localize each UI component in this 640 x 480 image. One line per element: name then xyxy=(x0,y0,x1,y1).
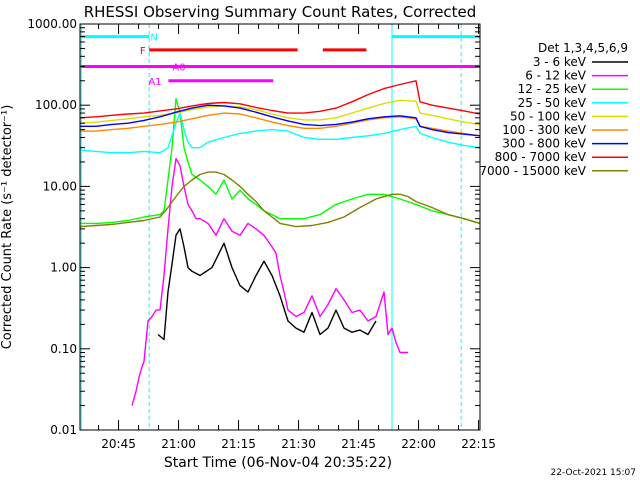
x-axis-ticks: 20:45 21:00 21:15 21:30 21:45 22:00 22:15 xyxy=(98,24,496,451)
plot-frame xyxy=(79,23,481,431)
x-tick-label: 22:00 xyxy=(401,437,436,451)
status-label-a1: A1 xyxy=(148,77,161,88)
series-line-800-7000-kev xyxy=(79,80,481,119)
status-label-a0: A0 xyxy=(172,62,185,73)
legend-label: 12 - 25 keV xyxy=(518,82,587,96)
y-tick-label: 1.00 xyxy=(50,261,77,275)
legend-label: 7000 - 15000 keV xyxy=(479,164,586,178)
legend-label: 50 - 100 keV xyxy=(510,109,587,123)
y-tick-label: 1000.00 xyxy=(27,17,77,31)
legend-title: Det 1,3,4,5,6,9 xyxy=(538,41,628,55)
legend-label: 100 - 300 keV xyxy=(502,123,586,137)
y-tick-label: 100.00 xyxy=(35,98,77,112)
chart-title: RHESSI Observing Summary Count Rates, Co… xyxy=(84,3,477,21)
series-line-7000-15000-kev xyxy=(79,171,481,228)
x-tick-label: 21:15 xyxy=(221,437,256,451)
legend-label: 25 - 50 keV xyxy=(518,96,587,110)
x-axis-label: Start Time (06-Nov-04 20:35:22) xyxy=(164,455,392,471)
x-tick-label: 20:45 xyxy=(101,437,136,451)
x-tick-label: 21:00 xyxy=(161,437,196,451)
y-axis-label: Corrected Count Rate (s⁻¹ detector⁻¹) xyxy=(0,105,15,350)
status-bars: NF A0 A1 xyxy=(81,33,480,88)
status-label-n: N xyxy=(150,33,157,44)
legend-label: 300 - 800 keV xyxy=(502,137,586,151)
timestamp: 22-Oct-2021 15:07 xyxy=(551,468,636,478)
series-line-3-6-kev xyxy=(157,228,377,341)
y-tick-label: 10.00 xyxy=(43,179,77,193)
series-line-50-100-kev xyxy=(79,99,481,126)
series-line-25-50-kev xyxy=(79,112,481,154)
x-tick-label: 22:15 xyxy=(461,437,496,451)
legend-label: 3 - 6 keV xyxy=(533,55,587,69)
series-line-300-800-kev xyxy=(80,104,481,137)
x-tick-label: 21:45 xyxy=(341,437,376,451)
status-label-f: F xyxy=(140,46,146,57)
y-tick-label: 0.01 xyxy=(50,423,77,437)
series-line-12-25-kev xyxy=(80,98,481,225)
legend-label: 800 - 7000 keV xyxy=(495,150,587,164)
y-tick-label: 0.10 xyxy=(50,342,77,356)
y-axis-ticks: 1000.00 100.00 10.00 1.00 0.10 0.01 xyxy=(27,17,480,437)
legend-label: 6 - 12 keV xyxy=(525,69,587,83)
x-tick-label: 21:30 xyxy=(281,437,316,451)
series-line-6-12-kev xyxy=(131,157,408,406)
series-lines xyxy=(79,80,481,406)
